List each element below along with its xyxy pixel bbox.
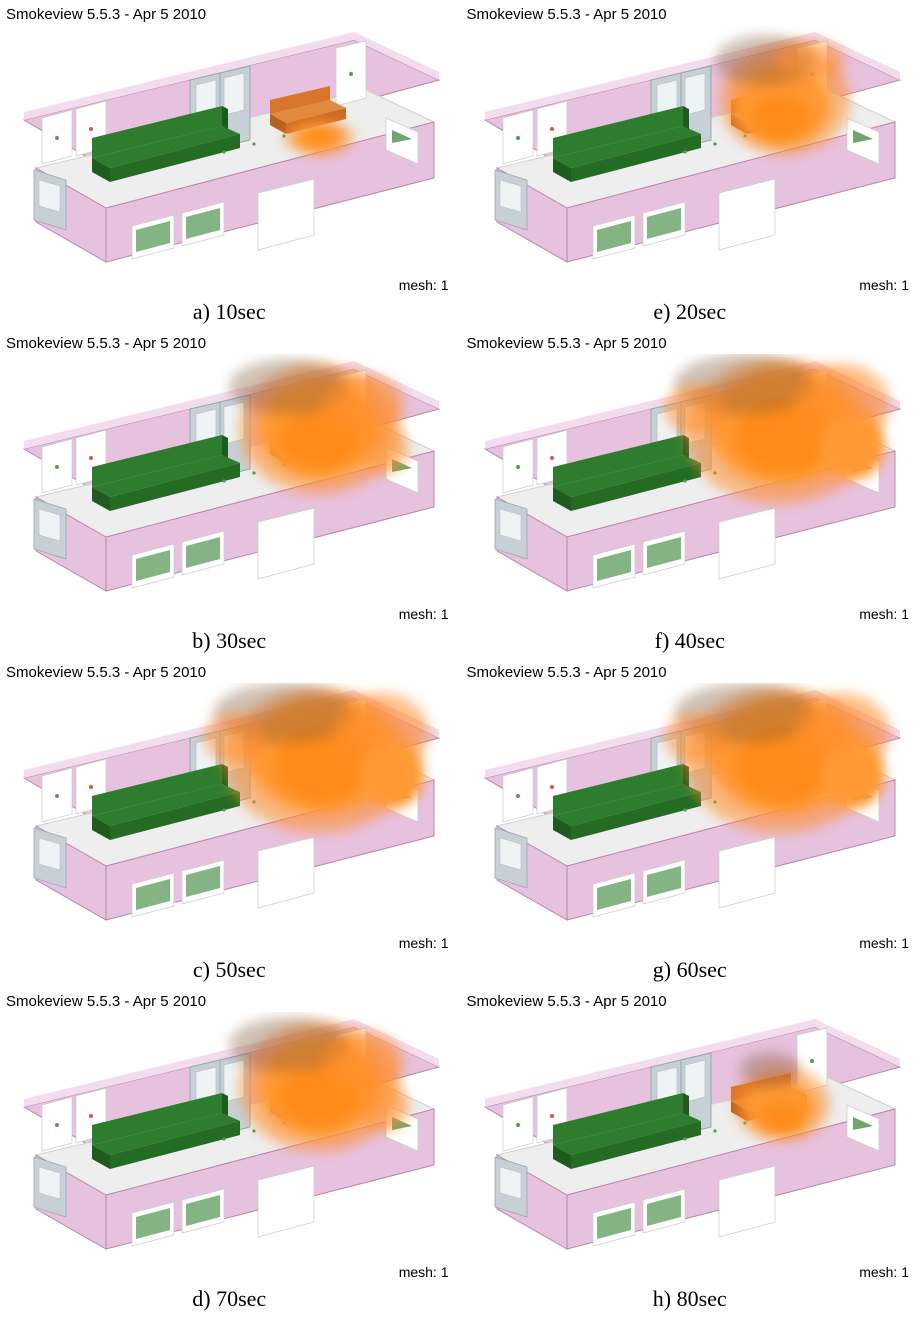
simulation-scene xyxy=(475,1017,905,1267)
simulation-panel-g: Smokeview 5.5.3 - Apr 5 2010 xyxy=(465,662,916,989)
panel-caption: d) 70sec xyxy=(4,1282,455,1318)
car-body xyxy=(24,32,439,262)
car-body xyxy=(485,32,900,262)
car-body xyxy=(24,1019,439,1249)
software-label: Smokeview 5.5.3 - Apr 5 2010 xyxy=(4,662,455,683)
software-label: Smokeview 5.5.3 - Apr 5 2010 xyxy=(465,333,916,354)
simulation-panel-e: Smokeview 5.5.3 - Apr 5 2010 xyxy=(465,4,916,331)
panel-caption: g) 60sec xyxy=(465,953,916,989)
panel-caption: a) 10sec xyxy=(4,295,455,331)
software-label: Smokeview 5.5.3 - Apr 5 2010 xyxy=(4,4,455,25)
software-label: Smokeview 5.5.3 - Apr 5 2010 xyxy=(4,991,455,1012)
software-label: Smokeview 5.5.3 - Apr 5 2010 xyxy=(465,4,916,25)
car-body xyxy=(24,690,439,920)
simulation-scene xyxy=(475,688,905,938)
simulation-scene xyxy=(14,359,444,609)
mesh-label: mesh: 1 xyxy=(859,606,909,622)
simulation-panel-h: Smokeview 5.5.3 - Apr 5 2010 xyxy=(465,991,916,1318)
viewport: mesh: 1 xyxy=(4,683,455,953)
simulation-scene xyxy=(14,30,444,280)
simulation-scene xyxy=(475,359,905,609)
viewport: mesh: 1 xyxy=(465,25,916,295)
car-body xyxy=(485,690,900,920)
simulation-scene xyxy=(14,1017,444,1267)
car-body xyxy=(24,361,439,591)
simulation-panel-b: Smokeview 5.5.3 - Apr 5 2010 xyxy=(4,333,455,660)
software-label: Smokeview 5.5.3 - Apr 5 2010 xyxy=(465,991,916,1012)
panel-caption: b) 30sec xyxy=(4,624,455,660)
simulation-panel-f: Smokeview 5.5.3 - Apr 5 2010 xyxy=(465,333,916,660)
car-body xyxy=(485,1019,900,1249)
viewport: mesh: 1 xyxy=(4,25,455,295)
simulation-scene xyxy=(14,688,444,938)
viewport: mesh: 1 xyxy=(465,354,916,624)
simulation-panel-d: Smokeview 5.5.3 - Apr 5 2010 xyxy=(4,991,455,1318)
simulation-scene xyxy=(475,30,905,280)
viewport: mesh: 1 xyxy=(4,354,455,624)
mesh-label: mesh: 1 xyxy=(399,277,449,293)
viewport: mesh: 1 xyxy=(465,1012,916,1282)
panel-caption: f) 40sec xyxy=(465,624,916,660)
mesh-label: mesh: 1 xyxy=(399,935,449,951)
panel-caption: e) 20sec xyxy=(465,295,916,331)
panel-caption: h) 80sec xyxy=(465,1282,916,1318)
software-label: Smokeview 5.5.3 - Apr 5 2010 xyxy=(4,333,455,354)
panel-caption: c) 50sec xyxy=(4,953,455,989)
figure-grid: Smokeview 5.5.3 - Apr 5 2010 xyxy=(4,4,915,1318)
viewport: mesh: 1 xyxy=(465,683,916,953)
software-label: Smokeview 5.5.3 - Apr 5 2010 xyxy=(465,662,916,683)
car-body xyxy=(485,361,900,591)
mesh-label: mesh: 1 xyxy=(859,1264,909,1280)
mesh-label: mesh: 1 xyxy=(859,277,909,293)
simulation-panel-a: Smokeview 5.5.3 - Apr 5 2010 xyxy=(4,4,455,331)
viewport: mesh: 1 xyxy=(4,1012,455,1282)
simulation-panel-c: Smokeview 5.5.3 - Apr 5 2010 xyxy=(4,662,455,989)
mesh-label: mesh: 1 xyxy=(859,935,909,951)
mesh-label: mesh: 1 xyxy=(399,1264,449,1280)
mesh-label: mesh: 1 xyxy=(399,606,449,622)
